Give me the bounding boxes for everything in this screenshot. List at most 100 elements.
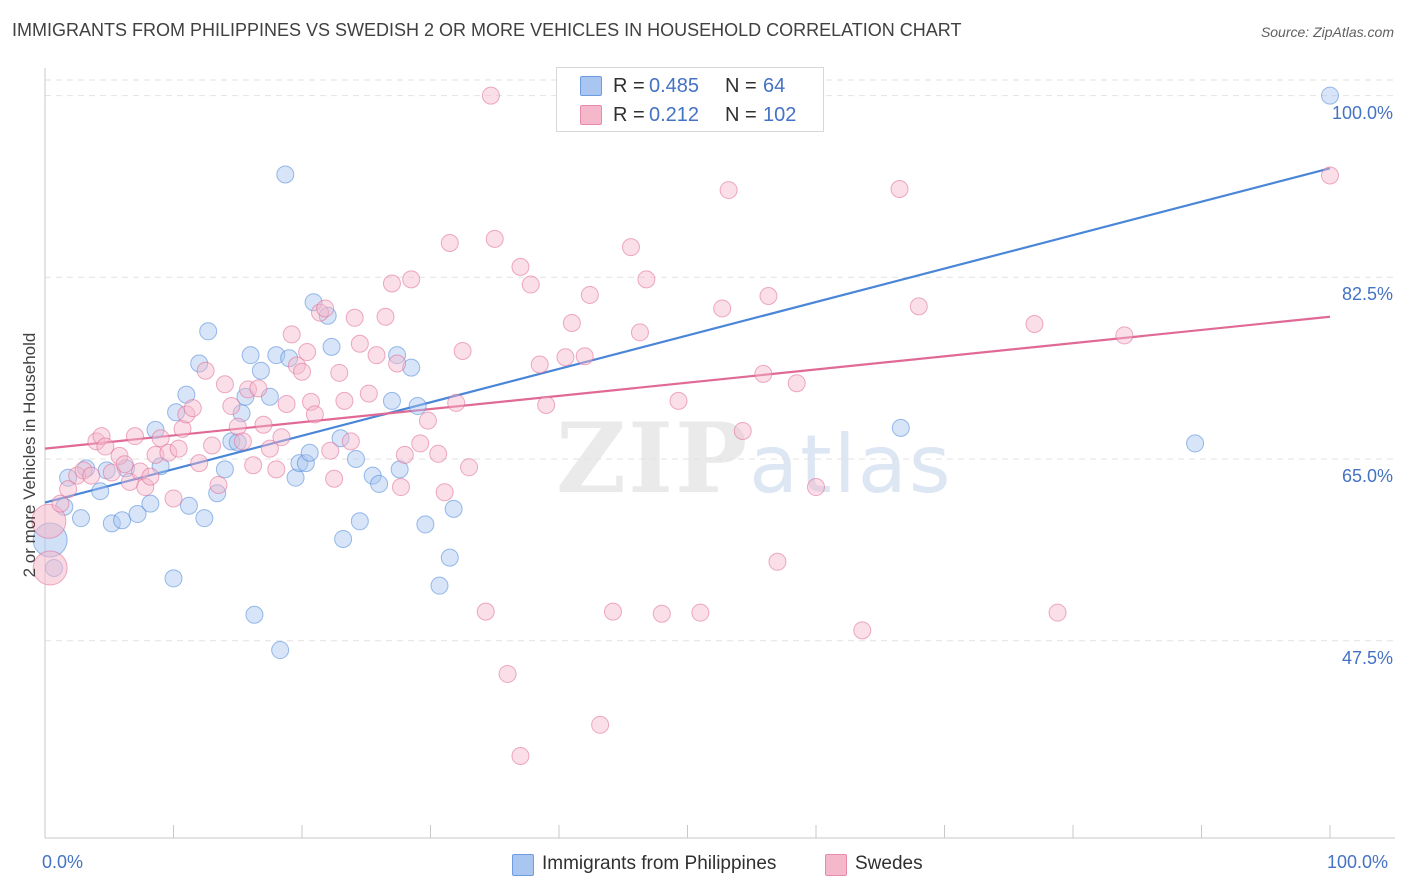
swedes-swatch bbox=[580, 105, 602, 125]
data-point bbox=[1321, 86, 1339, 105]
data-point bbox=[430, 576, 449, 595]
data-point bbox=[254, 415, 273, 434]
source-label: Source: ZipAtlas.com bbox=[1260, 24, 1394, 40]
data-point bbox=[322, 337, 341, 356]
data-point bbox=[460, 458, 479, 477]
r-label: R = bbox=[613, 104, 645, 126]
data-point bbox=[402, 270, 421, 289]
series-0-points bbox=[32, 86, 1339, 660]
data-point bbox=[754, 364, 773, 383]
data-point bbox=[1025, 315, 1044, 334]
data-point bbox=[300, 443, 319, 462]
data-point bbox=[195, 509, 214, 528]
data-point bbox=[719, 181, 738, 200]
data-point bbox=[890, 180, 909, 199]
data-point bbox=[260, 439, 279, 458]
data-point bbox=[556, 348, 575, 367]
y-tick-label: 65.0% bbox=[1341, 466, 1393, 486]
data-point bbox=[350, 512, 369, 531]
data-point bbox=[298, 343, 317, 362]
data-point bbox=[350, 334, 369, 353]
y-tick-label: 82.5% bbox=[1341, 284, 1393, 305]
data-point bbox=[637, 270, 656, 289]
data-point bbox=[71, 509, 90, 528]
data-point bbox=[136, 478, 155, 497]
data-point bbox=[251, 361, 270, 380]
data-point bbox=[325, 469, 344, 488]
data-point bbox=[102, 514, 121, 533]
swedes-legend-swatch bbox=[825, 854, 847, 876]
data-point bbox=[630, 323, 649, 342]
data-point bbox=[390, 460, 409, 479]
data-point bbox=[183, 399, 202, 418]
data-point bbox=[203, 436, 222, 455]
data-point bbox=[909, 297, 928, 316]
data-point bbox=[485, 229, 504, 248]
data-point bbox=[115, 455, 134, 474]
r-value: 0.212 bbox=[649, 104, 700, 126]
data-point bbox=[151, 429, 170, 448]
data-point bbox=[498, 664, 517, 683]
data-point bbox=[286, 468, 305, 487]
data-point bbox=[1321, 166, 1339, 185]
data-point bbox=[562, 313, 581, 332]
data-point bbox=[1048, 603, 1067, 622]
data-point bbox=[215, 460, 234, 479]
n-label: N = bbox=[725, 75, 757, 97]
data-point bbox=[402, 358, 421, 377]
data-point bbox=[199, 322, 218, 341]
data-point bbox=[236, 387, 255, 406]
n-value: 64 bbox=[763, 75, 786, 97]
data-point bbox=[1186, 434, 1205, 453]
data-point bbox=[376, 307, 395, 326]
data-point bbox=[537, 396, 556, 415]
data-point bbox=[382, 391, 401, 410]
data-point bbox=[391, 478, 410, 497]
data-point bbox=[51, 494, 70, 513]
data-point bbox=[277, 394, 296, 413]
philippines-legend-swatch bbox=[512, 854, 534, 876]
data-point bbox=[853, 621, 872, 640]
data-point bbox=[359, 384, 378, 403]
data-point bbox=[511, 257, 530, 276]
data-point bbox=[418, 411, 437, 430]
trend-lines bbox=[44, 167, 1331, 504]
data-point bbox=[603, 602, 622, 621]
data-point bbox=[244, 456, 263, 475]
data-point bbox=[96, 437, 115, 456]
data-point bbox=[241, 346, 260, 365]
data-point bbox=[447, 393, 466, 412]
trend-line-1 bbox=[44, 315, 1331, 450]
data-point bbox=[476, 602, 495, 621]
data-point bbox=[179, 496, 198, 515]
data-point bbox=[245, 605, 264, 624]
data-point bbox=[444, 499, 463, 518]
y-axis-label: 2 or more Vehicles in Household bbox=[20, 332, 39, 578]
data-point bbox=[382, 274, 401, 293]
data-point bbox=[102, 463, 121, 482]
n-value: 102 bbox=[763, 104, 797, 126]
data-point bbox=[233, 432, 252, 451]
data-point bbox=[304, 293, 323, 312]
r-label: R = bbox=[613, 75, 645, 97]
data-point bbox=[164, 569, 183, 588]
data-point bbox=[453, 342, 472, 361]
data-point bbox=[330, 363, 349, 382]
data-point bbox=[521, 275, 540, 294]
trend-line-0 bbox=[44, 167, 1331, 504]
data-point bbox=[575, 347, 594, 366]
stats-legend-row-philippines: R = 0.485 N = 64 bbox=[557, 71, 823, 101]
data-point bbox=[316, 299, 335, 318]
data-point bbox=[511, 746, 530, 765]
data-point bbox=[411, 434, 430, 453]
data-point bbox=[440, 548, 459, 567]
data-point bbox=[159, 443, 178, 462]
data-point bbox=[272, 428, 291, 447]
data-point bbox=[669, 391, 688, 410]
data-point bbox=[787, 374, 806, 393]
data-point bbox=[440, 234, 459, 253]
data-point bbox=[282, 325, 301, 344]
data-point bbox=[113, 511, 132, 530]
series-1-points bbox=[31, 86, 1339, 765]
